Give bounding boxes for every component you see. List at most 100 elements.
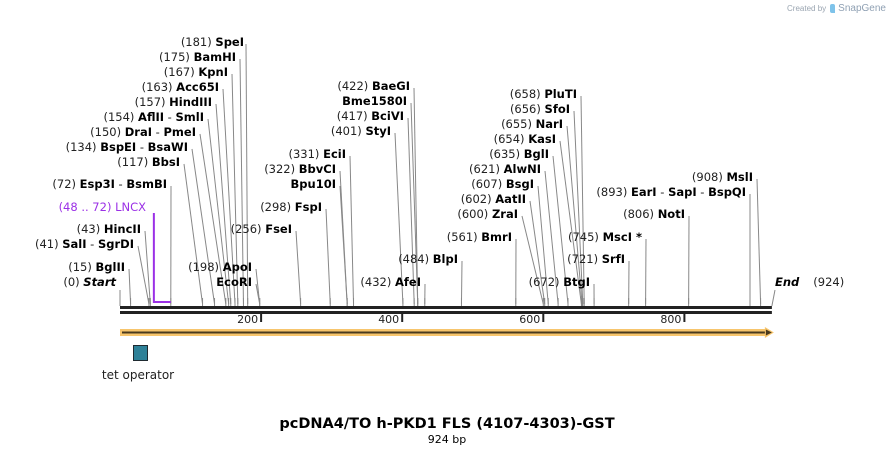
site-line — [349, 155, 355, 305]
site-line — [144, 230, 151, 305]
sequence-length: 924 bp — [427, 433, 467, 446]
site-label[interactable]: (198) ApoI — [188, 260, 252, 274]
enzyme-name: SapI — [668, 185, 697, 199]
site-line — [521, 215, 544, 305]
site-label[interactable]: (322) BbvCI — [264, 162, 336, 176]
site-label[interactable]: (43) HincII — [77, 222, 141, 236]
site-label[interactable]: (654) KasI — [494, 132, 556, 146]
site-label[interactable]: (432) AfeI — [360, 275, 421, 289]
end-label[interactable]: End (924) — [775, 275, 844, 289]
end-name: End — [775, 275, 800, 289]
site-line — [394, 132, 404, 305]
site-label[interactable]: (621) AlwNI — [469, 162, 541, 176]
enzyme-name: BglI — [524, 147, 549, 161]
site-label[interactable]: EcoRI — [216, 275, 252, 289]
site-line — [756, 178, 762, 305]
site-label[interactable]: (331) EciI — [289, 147, 347, 161]
lncx-feature-bracket[interactable] — [152, 213, 171, 303]
site-label[interactable]: (635) BglI — [489, 147, 549, 161]
site-label[interactable]: (672) BtgI — [529, 275, 590, 289]
site-label[interactable]: (181) SpeI — [181, 35, 244, 49]
site-line — [191, 148, 216, 305]
enzyme-name: BglII — [96, 260, 126, 274]
site-label[interactable]: (298) FspI — [260, 200, 322, 214]
enzyme-name: BamHI — [194, 50, 236, 64]
site-label[interactable]: (745) MscI * — [568, 230, 642, 244]
site-label[interactable]: (600) ZraI — [457, 207, 518, 221]
site-label[interactable]: (15) BglII — [68, 260, 125, 274]
site-line — [413, 87, 419, 305]
ruler-tick-label: 600 — [519, 313, 540, 326]
site-position: (41) — [35, 237, 62, 251]
site-label[interactable]: (157) HindIII — [135, 95, 212, 109]
site-position: (181) — [181, 35, 216, 49]
site-label[interactable]: (484) BlpI — [398, 252, 458, 266]
site-label[interactable]: (561) BmrI — [447, 230, 512, 244]
site-label[interactable]: (163) Acc65I — [142, 80, 219, 94]
site-label[interactable]: (422) BaeGI — [337, 79, 410, 93]
site-label[interactable]: (134) BspEI - BsaWI — [66, 140, 188, 154]
site-position: (908) — [692, 170, 727, 184]
site-label[interactable]: (117) BbsI — [117, 155, 180, 169]
enzyme-name: FspI — [295, 200, 322, 214]
site-line — [552, 155, 569, 305]
tet-operator-box[interactable] — [133, 345, 148, 361]
site-label[interactable]: (256) FseI — [231, 222, 292, 236]
lncx-label[interactable]: (48 .. 72) LNCX — [59, 200, 147, 214]
site-lines — [119, 43, 776, 307]
enzyme-name: StyI — [365, 124, 391, 138]
enzyme-name: AatII — [495, 192, 526, 206]
enzyme-name: EarI — [631, 185, 657, 199]
site-label[interactable]: (656) SfoI — [510, 102, 570, 116]
site-line — [245, 43, 249, 305]
site-label[interactable]: (72) Esp3I - BsmBI — [52, 177, 167, 191]
site-label[interactable]: (602) AatII — [461, 192, 526, 206]
site-line — [222, 88, 236, 305]
site-label[interactable]: (893) EarI - SapI - BspQI — [596, 185, 746, 199]
site-label[interactable]: (0) Start — [63, 275, 116, 289]
site-position: (167) — [164, 65, 199, 79]
site-position: (654) — [494, 132, 529, 146]
snapgene-logo-icon — [830, 4, 836, 13]
site-position: (621) — [469, 162, 504, 176]
site-position: (150) — [90, 125, 125, 139]
site-position: (72) — [52, 177, 79, 191]
site-label[interactable]: (658) PluTI — [510, 87, 577, 101]
enzyme-name: SgrDI — [98, 237, 134, 251]
site-label[interactable]: (806) NotI — [623, 207, 685, 221]
enzyme-name: Esp3I — [80, 177, 115, 191]
enzyme-name: SmlI — [176, 110, 205, 124]
enzyme-name: EciI — [323, 147, 346, 161]
site-label[interactable]: (167) KpnI — [164, 65, 228, 79]
ruler-tick-label: 200 — [237, 313, 258, 326]
site-label[interactable]: (401) StyI — [331, 124, 391, 138]
site-label[interactable]: (721) SrfI — [567, 252, 625, 266]
site-label[interactable]: (607) BsgI — [471, 177, 534, 191]
site-line — [537, 185, 549, 305]
site-label[interactable]: (908) MslI — [692, 170, 753, 184]
ruler-tick-label: 400 — [378, 313, 399, 326]
ruler-tick — [401, 314, 404, 322]
site-label[interactable]: Bme1580I — [342, 94, 407, 108]
site-label[interactable]: (41) SalI - SgrDI — [35, 237, 134, 251]
site-position: (163) — [142, 80, 177, 94]
site-line — [295, 230, 302, 305]
site-position: (0) — [63, 275, 83, 289]
site-position: (607) — [471, 177, 506, 191]
credit-prefix: Created by — [787, 4, 827, 13]
site-label[interactable]: (154) AflII - SmlI — [103, 110, 204, 124]
site-label[interactable]: Bpu10I — [291, 177, 336, 191]
site-position: (417) — [337, 109, 372, 123]
site-line — [325, 208, 331, 305]
site-label[interactable]: (655) NarI — [501, 117, 563, 131]
site-label[interactable]: (417) BciVI — [337, 109, 404, 123]
enzyme-name: BmrI — [481, 230, 512, 244]
site-line — [183, 163, 204, 305]
site-label[interactable]: (150) DraI - PmeI — [90, 125, 196, 139]
ruler: 200 400 600 800 — [237, 313, 686, 326]
site-label[interactable]: (175) BamHI — [159, 50, 236, 64]
enzyme-name: KasI — [528, 132, 556, 146]
enzyme-name: ApoI — [223, 260, 252, 274]
enzyme-name: NarI — [536, 117, 563, 131]
enzyme-name: PluTI — [544, 87, 577, 101]
